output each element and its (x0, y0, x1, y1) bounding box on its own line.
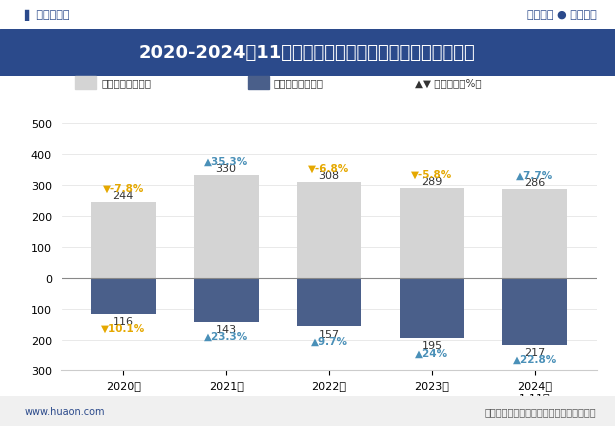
Text: 308: 308 (319, 170, 339, 180)
Text: 专业严谨 ● 客观科学: 专业严谨 ● 客观科学 (527, 10, 597, 20)
Text: 143: 143 (216, 325, 237, 334)
Text: 289: 289 (421, 176, 443, 186)
Bar (76, 77, 96, 89)
Text: 进口额（亿美元）: 进口额（亿美元） (274, 78, 324, 88)
Text: ▲9.7%: ▲9.7% (311, 336, 347, 345)
Bar (91, 203, 156, 278)
Text: ▲7.7%: ▲7.7% (516, 170, 554, 180)
Text: 195: 195 (421, 341, 442, 351)
Text: 330: 330 (216, 164, 237, 173)
Text: 157: 157 (319, 329, 339, 339)
Text: ▲23.3%: ▲23.3% (204, 331, 248, 341)
Bar (296, 278, 362, 326)
Text: 数据来源：中国海关，华经产业研究院整理: 数据来源：中国海关，华经产业研究院整理 (485, 406, 597, 416)
Bar (91, 278, 156, 314)
Bar (296, 183, 362, 278)
Text: 出口额（亿美元）: 出口额（亿美元） (101, 78, 151, 88)
Text: 244: 244 (113, 190, 134, 200)
Text: ▲35.3%: ▲35.3% (204, 157, 248, 167)
Text: ▌ 华经情报网: ▌ 华经情报网 (25, 9, 70, 20)
Text: ▲22.8%: ▲22.8% (513, 354, 557, 364)
Bar (194, 176, 258, 278)
Bar (194, 278, 258, 322)
Text: 116: 116 (113, 316, 133, 326)
Text: ▼10.1%: ▼10.1% (101, 323, 145, 333)
Text: ▲24%: ▲24% (415, 348, 448, 357)
Text: ▲▼ 同比增长（%）: ▲▼ 同比增长（%） (415, 78, 482, 88)
Text: ▼-7.8%: ▼-7.8% (103, 183, 144, 193)
Text: www.huaon.com: www.huaon.com (25, 406, 105, 416)
Text: 286: 286 (524, 177, 546, 187)
Text: ▼-6.8%: ▼-6.8% (308, 164, 350, 173)
Text: 217: 217 (524, 348, 546, 357)
Bar (248, 77, 269, 89)
Bar (400, 189, 464, 278)
Text: 2020-2024年11月惠州市商品收发货人所在地进、出口额: 2020-2024年11月惠州市商品收发货人所在地进、出口额 (139, 44, 476, 62)
Bar (400, 278, 464, 338)
Text: ▼-5.8%: ▼-5.8% (411, 170, 453, 179)
Bar (502, 190, 567, 278)
Bar (502, 278, 567, 345)
